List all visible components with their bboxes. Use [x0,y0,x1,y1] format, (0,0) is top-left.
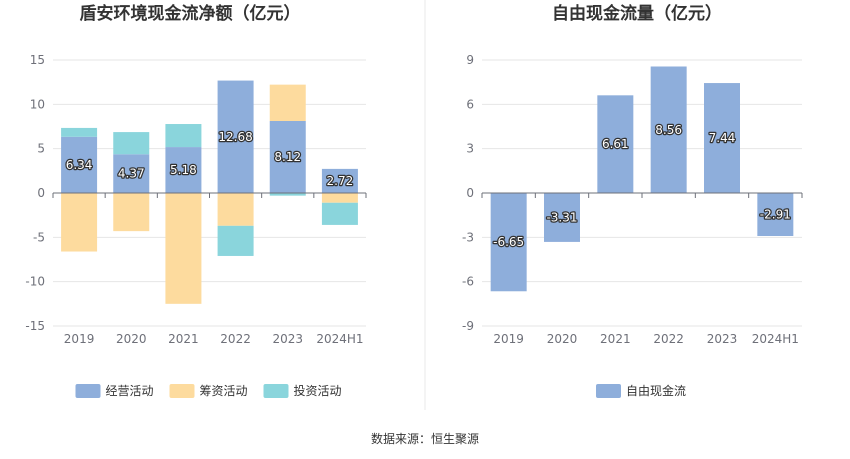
data-label: 12.68 [218,130,252,144]
legend-swatch [169,384,195,398]
data-label: -6.65 [493,235,524,249]
data-label: 4.37 [118,167,145,181]
chart-title: 自由现金流量（亿元） [552,3,722,24]
bar-2022-s0 [650,66,687,193]
x-tick-label: 2023 [707,332,738,346]
y-tick-label: 0 [466,186,474,200]
x-tick-label: 2024H1 [316,332,363,346]
y-tick-label: 9 [466,53,474,67]
bar-2021-s1 [165,193,202,304]
bar-2019-s2 [61,127,98,137]
cashflow-chart: 盾安环境现金流净额（亿元） 15 10 5 0 -5 -10 -15 2019 2020 2021 2… [25,3,367,398]
bar-2019-s0 [490,193,527,292]
y-tick-label: -3 [462,230,474,244]
x-tick-label: 2019 [493,332,524,346]
bar-2020-s2 [113,132,150,155]
bar-2024H1-s1 [321,193,358,203]
chart-title: 盾安环境现金流净额（亿元） [80,3,301,24]
legend-item[interactable]: 经营活动 [75,384,154,398]
bar-2020-s1 [113,193,150,232]
legend-item[interactable]: 筹资活动 [169,384,248,398]
x-tick-label: 2022 [220,332,251,346]
data-label: 7.44 [709,131,736,145]
x-tick-label: 2021 [168,332,199,346]
legend-label: 筹资活动 [200,384,248,398]
bar-2022-s2 [217,225,254,256]
x-tick-label: 2024H1 [752,332,799,346]
bar-2023-s1 [269,84,306,122]
legend-swatch [596,384,621,398]
y-tick-label: -15 [25,319,45,333]
y-tick-label: -6 [462,275,474,289]
bar-2024H1-s0 [321,168,358,193]
legend-label: 经营活动 [106,384,154,398]
y-tick-label: 6 [466,97,474,111]
bar-2021-s0 [165,147,202,193]
x-tick-label: 2019 [64,332,95,346]
bar-2022-s0 [217,80,254,193]
y-tick-label: 15 [30,53,45,67]
bar-2024H1-s2 [321,202,358,225]
y-tick-label: 0 [37,186,45,200]
legend-label: 自由现金流 [626,383,686,398]
x-tick-label: 2023 [272,332,303,346]
bar-2021-s2 [165,124,202,148]
bar-2023-s0 [704,83,740,193]
legend-swatch [263,384,289,398]
legend-item[interactable]: 投资活动 [263,383,342,398]
data-label: -3.31 [546,210,577,224]
bar-2021-s0 [597,95,634,193]
bar-2019-s0 [61,136,98,193]
y-tick-label: -9 [462,319,474,333]
bar-2024H1-s0 [757,193,794,237]
y-tick-label: 5 [37,142,45,156]
data-label: 8.12 [274,150,301,164]
bar-2020-s0 [544,193,580,242]
bar-2019-s1 [61,193,98,252]
y-tick-label: -5 [33,230,45,244]
bar-2020-s0 [113,154,150,193]
x-tick-label: 2021 [600,332,631,346]
data-label: -2.91 [760,208,791,222]
data-label: 8.56 [655,123,682,137]
data-label: 2.72 [327,174,354,188]
bar-2022-s1 [217,193,254,226]
x-tick-label: 2020 [116,332,147,346]
data-label: 6.61 [602,137,629,151]
data-label: 5.18 [170,163,197,177]
x-tick-label: 2020 [547,332,578,346]
y-tick-label: 3 [466,142,474,156]
bar-2023-s0 [269,121,306,193]
y-tick-label: 10 [30,97,45,111]
bar-2023-s2 [269,193,306,196]
source-note: 数据来源：恒生聚源 [371,431,479,446]
legend-item[interactable]: 自由现金流 [596,383,686,398]
legend-swatch [75,384,101,398]
data-label: 6.34 [66,158,93,172]
free-cashflow-chart: 自由现金流量（亿元） 9 6 3 0 -3 -6 -9 2019 2020 2021 2022 2023… [462,3,803,398]
legend-label: 投资活动 [294,383,342,398]
x-tick-label: 2022 [653,332,684,346]
y-tick-label: -10 [25,275,45,289]
